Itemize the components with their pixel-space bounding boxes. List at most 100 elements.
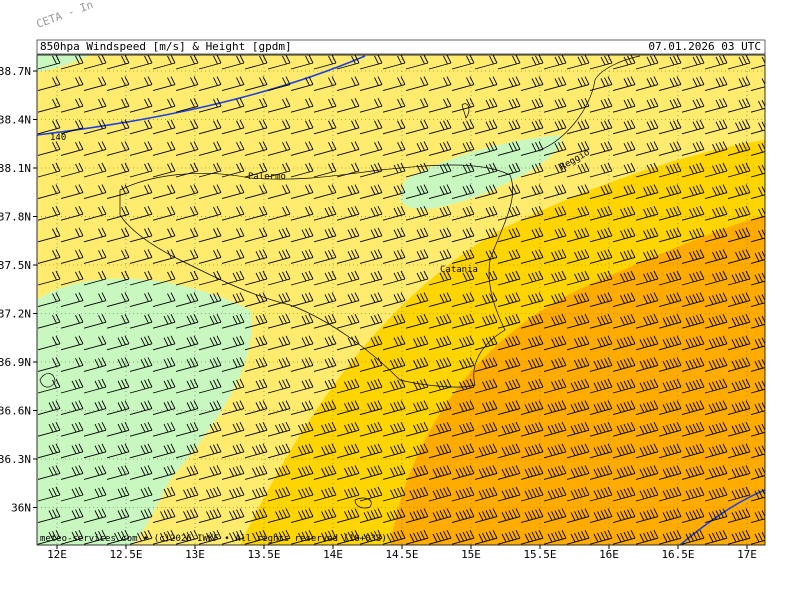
wind-barb — [290, 486, 314, 502]
wind-barb — [198, 205, 222, 221]
wind-barb — [497, 357, 521, 372]
wind-barb — [589, 378, 613, 394]
wind-barb — [543, 205, 567, 221]
wind-barb — [152, 184, 176, 200]
wind-barb — [198, 270, 222, 286]
lat-label: 37.5N — [0, 259, 31, 272]
wind-barb — [681, 400, 705, 416]
wind-barb — [37, 76, 61, 92]
zone-green — [37, 278, 252, 545]
wind-barb — [543, 400, 567, 416]
wind-barb — [175, 357, 199, 372]
wind-barb — [175, 119, 199, 135]
wind-barb — [727, 162, 751, 178]
wind-barb — [658, 529, 682, 545]
wind-barb — [681, 55, 705, 70]
wind-barb — [290, 55, 314, 70]
wind-barb — [244, 292, 268, 308]
wind-barb — [83, 529, 107, 545]
wind-barb — [589, 443, 613, 459]
wind-barb — [198, 119, 222, 135]
wind-barb — [635, 184, 659, 200]
wind-barb — [129, 486, 153, 502]
wind-barb — [727, 227, 751, 243]
wind-barb — [336, 292, 360, 308]
wind-barb — [267, 421, 291, 437]
wind-barb — [474, 249, 498, 264]
wind-barb — [313, 249, 337, 264]
wind-barb — [152, 119, 176, 135]
wind-barb — [221, 508, 245, 524]
wind-barb — [750, 164, 765, 178]
wind-barb — [382, 508, 406, 524]
wind-barb — [244, 378, 268, 394]
wind-barb — [313, 162, 337, 178]
wind-barb — [750, 510, 765, 524]
wind-barb — [37, 141, 61, 156]
wind-barb — [336, 335, 360, 351]
wind-barb — [359, 119, 383, 135]
wind-barb — [704, 529, 728, 545]
wind-barb — [727, 205, 751, 221]
wind-barb — [198, 443, 222, 459]
wind-barb — [520, 55, 544, 70]
wind-barb — [359, 292, 383, 308]
wind-barb — [198, 486, 222, 502]
wind-barb — [750, 337, 765, 351]
lat-label: 36.9N — [0, 356, 31, 369]
wind-barb — [474, 465, 498, 480]
wind-barb — [612, 97, 636, 113]
wind-barb — [244, 97, 268, 113]
wind-barb — [290, 270, 314, 286]
wind-barb — [313, 270, 337, 286]
wind-barb — [359, 465, 383, 480]
wind-barb — [336, 184, 360, 200]
wind-barb — [37, 443, 61, 459]
wind-barb — [704, 55, 728, 70]
wind-barb — [589, 292, 613, 308]
wind-barb — [497, 227, 521, 243]
wind-barb — [635, 335, 659, 351]
wind-barb — [658, 313, 682, 329]
wind-barb — [589, 55, 613, 70]
wind-barb — [267, 465, 291, 480]
wind-barb — [106, 249, 130, 264]
wind-barb — [543, 184, 567, 200]
wind-barb — [497, 400, 521, 416]
wind-barb — [129, 205, 153, 221]
wind-barb — [60, 162, 84, 178]
wind-barb — [267, 486, 291, 502]
wind-barb — [658, 270, 682, 286]
wind-barb — [290, 508, 314, 524]
wind-barb — [750, 488, 765, 502]
wind-barb — [543, 119, 567, 135]
wind-barb — [405, 529, 429, 545]
wind-barb — [336, 162, 360, 178]
wind-barb — [589, 205, 613, 221]
wind-barb — [727, 378, 751, 394]
wind-barb — [704, 508, 728, 524]
wind-barb — [313, 486, 337, 502]
wind-barb — [359, 508, 383, 524]
wind-barb — [428, 378, 452, 394]
wind-barb — [451, 313, 475, 329]
wind-barb — [451, 119, 475, 135]
wind-barb — [612, 508, 636, 524]
wind-barb — [129, 249, 153, 264]
wind-barb — [290, 443, 314, 459]
wind-barb — [750, 56, 765, 70]
wind-barb — [221, 529, 245, 545]
wind-barb — [152, 205, 176, 221]
wind-barb — [336, 205, 360, 221]
wind-barb — [359, 270, 383, 286]
wind-barb — [589, 270, 613, 286]
wind-barb — [83, 292, 107, 308]
wind-barb — [313, 55, 337, 70]
wind-barb — [129, 292, 153, 308]
wind-barb — [635, 357, 659, 372]
wind-barb — [589, 97, 613, 113]
wind-barb — [83, 443, 107, 459]
wind-barb — [474, 270, 498, 286]
wind-barb — [244, 400, 268, 416]
wind-barb — [336, 97, 360, 113]
